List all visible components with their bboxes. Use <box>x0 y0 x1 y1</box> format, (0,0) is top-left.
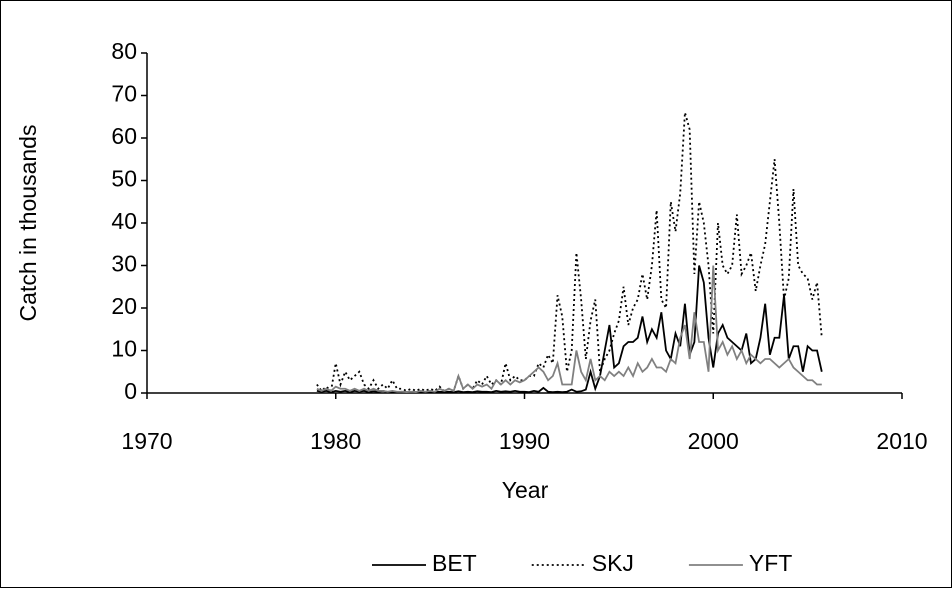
x-tick-label: 1980 <box>310 428 361 454</box>
series-line <box>316 265 822 394</box>
y-tick-label: 0 <box>124 378 137 404</box>
y-tick-label: 50 <box>111 166 137 192</box>
x-tick-label: 1990 <box>499 428 550 454</box>
legend-label: BET <box>432 550 477 576</box>
x-tick-label: 2000 <box>688 428 739 454</box>
y-tick-label: 30 <box>111 251 137 277</box>
y-axis-label: Catch in thousands <box>15 125 41 322</box>
x-axis-label: Year <box>502 477 549 503</box>
y-tick-label: 80 <box>111 38 137 64</box>
y-tick-label: 40 <box>111 208 137 234</box>
y-tick-label: 70 <box>111 81 137 107</box>
y-tick-label: 10 <box>111 336 137 362</box>
x-tick-label: 2010 <box>876 428 927 454</box>
series-line <box>316 112 823 393</box>
y-tick-label: 60 <box>111 123 137 149</box>
y-tick-label: 20 <box>111 293 137 319</box>
x-tick-label: 1970 <box>121 428 172 454</box>
legend-label: SKJ <box>592 550 634 576</box>
legend-label: YFT <box>749 550 792 576</box>
